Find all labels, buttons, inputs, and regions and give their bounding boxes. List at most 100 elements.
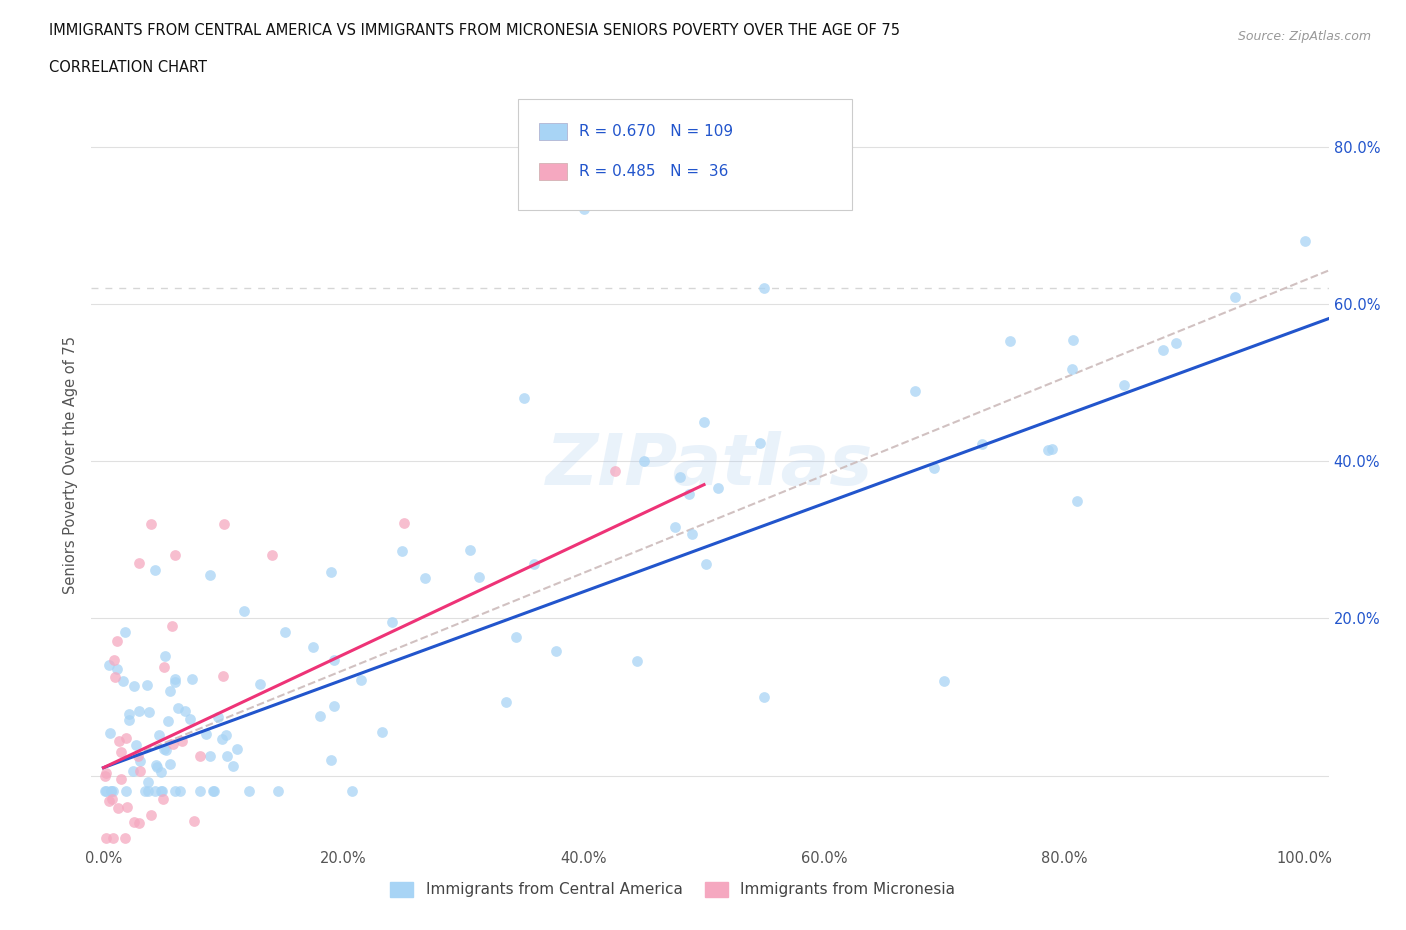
- Point: [138, 705, 160, 720]
- Y-axis label: Seniors Poverty Over the Age of 75: Seniors Poverty Over the Age of 75: [63, 336, 79, 594]
- Point: [752, 689, 775, 704]
- Point: [101, 791, 124, 806]
- Point: [105, 633, 128, 648]
- Point: [141, 516, 163, 531]
- Point: [211, 732, 233, 747]
- Point: [146, 760, 169, 775]
- Point: [160, 618, 183, 633]
- Point: [212, 516, 235, 531]
- Point: [321, 752, 343, 767]
- Point: [238, 784, 260, 799]
- Point: [94, 784, 117, 799]
- Point: [114, 731, 136, 746]
- Point: [122, 815, 145, 830]
- Point: [1062, 362, 1084, 377]
- Point: [162, 737, 184, 751]
- Point: [159, 757, 181, 772]
- Point: [198, 567, 221, 582]
- Point: [94, 768, 117, 783]
- Point: [93, 784, 115, 799]
- Point: [94, 765, 117, 780]
- Point: [179, 711, 201, 726]
- Point: [572, 202, 595, 217]
- Point: [97, 658, 120, 672]
- Point: [127, 749, 149, 764]
- Point: [233, 604, 256, 618]
- Point: [323, 698, 346, 713]
- Point: [603, 464, 626, 479]
- Point: [195, 726, 218, 741]
- Point: [124, 678, 146, 693]
- Point: [319, 565, 342, 579]
- Point: [153, 648, 176, 663]
- Point: [166, 701, 188, 716]
- Point: [273, 625, 295, 640]
- Point: [222, 759, 245, 774]
- Point: [157, 713, 180, 728]
- Point: [1112, 378, 1135, 392]
- Point: [163, 671, 186, 686]
- Point: [1036, 442, 1059, 457]
- Point: [505, 630, 527, 644]
- Point: [143, 784, 166, 799]
- Point: [163, 674, 186, 689]
- Point: [391, 543, 413, 558]
- Point: [198, 749, 221, 764]
- Point: [148, 728, 170, 743]
- Point: [371, 724, 394, 739]
- Point: [128, 764, 150, 778]
- Point: [159, 684, 181, 698]
- Point: [1164, 336, 1187, 351]
- Point: [1152, 342, 1174, 357]
- Point: [922, 460, 945, 475]
- Point: [626, 654, 648, 669]
- Point: [188, 784, 211, 799]
- Point: [664, 520, 686, 535]
- Point: [249, 677, 271, 692]
- Point: [748, 436, 770, 451]
- Point: [633, 454, 655, 469]
- Point: [125, 737, 148, 752]
- Point: [225, 741, 247, 756]
- Point: [322, 653, 344, 668]
- Point: [415, 571, 437, 586]
- Point: [752, 281, 775, 296]
- Point: [468, 570, 491, 585]
- Point: [118, 707, 141, 722]
- Point: [98, 793, 121, 808]
- Point: [111, 674, 134, 689]
- Point: [998, 333, 1021, 348]
- Point: [134, 784, 156, 799]
- Point: [1294, 233, 1316, 248]
- Point: [117, 712, 139, 727]
- Point: [105, 662, 128, 677]
- Point: [98, 726, 121, 741]
- Bar: [540, 163, 567, 179]
- Point: [152, 791, 174, 806]
- Point: [693, 415, 716, 430]
- Point: [201, 784, 224, 799]
- Point: [669, 470, 692, 485]
- Point: [544, 644, 567, 658]
- Point: [101, 830, 124, 845]
- Point: [215, 749, 238, 764]
- Point: [260, 548, 283, 563]
- Point: [349, 673, 371, 688]
- Point: [152, 784, 174, 799]
- Text: R = 0.670   N = 109: R = 0.670 N = 109: [579, 125, 733, 140]
- Point: [934, 673, 956, 688]
- Point: [523, 557, 546, 572]
- Point: [188, 748, 211, 763]
- Text: Source: ZipAtlas.com: Source: ZipAtlas.com: [1237, 30, 1371, 43]
- Point: [94, 831, 117, 846]
- Point: [108, 733, 131, 748]
- Point: [342, 784, 364, 799]
- Point: [495, 694, 517, 709]
- Point: [1066, 494, 1088, 509]
- Point: [1223, 290, 1246, 305]
- Point: [114, 624, 136, 639]
- Point: [169, 784, 191, 799]
- Text: CORRELATION CHART: CORRELATION CHART: [49, 60, 207, 75]
- Legend: Immigrants from Central America, Immigrants from Micronesia: Immigrants from Central America, Immigra…: [384, 876, 962, 903]
- Point: [1040, 442, 1063, 457]
